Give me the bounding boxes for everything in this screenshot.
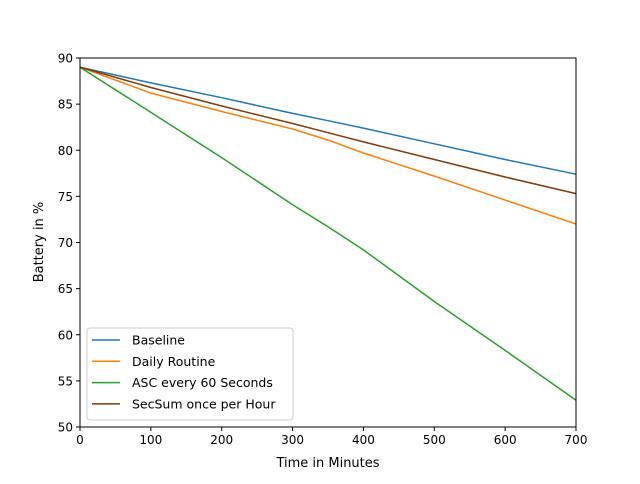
- x-tick-label: 400: [352, 433, 375, 447]
- x-tick-label: 500: [423, 433, 446, 447]
- legend-label: SecSum once per Hour: [132, 396, 276, 411]
- x-tick-label: 0: [76, 433, 84, 447]
- series-line: [79, 66, 577, 225]
- y-tick-label: 55: [58, 374, 73, 388]
- legend-label: Baseline: [132, 333, 185, 348]
- legend-box: [86, 327, 294, 421]
- y-tick-label: 60: [58, 328, 73, 342]
- y-tick-label: 80: [58, 144, 73, 158]
- x-tick-label: 700: [565, 433, 588, 447]
- legend-label: ASC every 60 Seconds: [132, 375, 273, 390]
- y-tick-label: 75: [58, 190, 73, 204]
- x-tick-label: 200: [210, 433, 233, 447]
- series-line: [79, 66, 577, 195]
- x-tick-label: 300: [281, 433, 304, 447]
- y-tick-label: 90: [58, 52, 73, 66]
- legend-label: Daily Routine: [132, 354, 216, 369]
- y-axis-ticks: 50 55 60 65 70 75 80 85 90: [58, 52, 80, 435]
- x-axis-ticks: 0 100 200 300 400 500 600 700: [76, 427, 587, 447]
- series-line: [79, 66, 577, 401]
- x-tick-label: 100: [139, 433, 162, 447]
- y-tick-label: 65: [58, 282, 73, 296]
- legend: Baseline Daily Routine ASC every 60 Second…: [86, 327, 294, 421]
- plot-lines: [79, 66, 577, 401]
- y-axis-label: Battery in %: [32, 202, 47, 283]
- y-tick-label: 85: [58, 98, 73, 112]
- y-tick-label: 70: [58, 236, 73, 250]
- x-tick-label: 600: [494, 433, 517, 447]
- series-line: [79, 66, 577, 175]
- y-tick-label: 50: [58, 421, 73, 435]
- x-axis-label: Time in Minutes: [275, 456, 379, 471]
